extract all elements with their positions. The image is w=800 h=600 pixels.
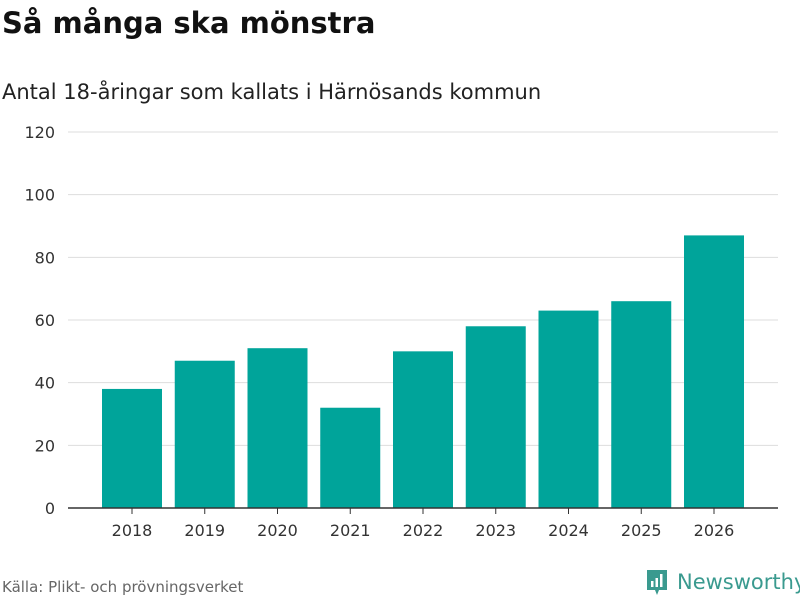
newsworthy-logo: Newsworthy — [645, 568, 800, 596]
x-tick-label: 2019 — [184, 521, 225, 540]
bar-2018 — [102, 388, 162, 508]
y-tick-label: 0 — [45, 499, 55, 518]
bar-2025 — [611, 301, 672, 508]
x-tick-label: 2020 — [257, 521, 298, 540]
newsworthy-logo-icon — [647, 570, 667, 595]
y-tick-label: 40 — [35, 374, 55, 393]
bar-2024 — [538, 310, 599, 508]
bar-2020 — [247, 348, 308, 508]
x-tick-label: 2022 — [403, 521, 444, 540]
chart-title: Så många ska mönstra — [2, 6, 376, 40]
source-note: Källa: Plikt- och prövningsverket — [2, 578, 244, 596]
x-tick-label: 2026 — [694, 521, 735, 540]
x-tick-label: 2021 — [330, 521, 371, 540]
y-tick-label: 120 — [24, 123, 55, 142]
bar-2026 — [684, 235, 744, 508]
y-tick-label: 60 — [35, 311, 55, 330]
bar-2019 — [174, 360, 235, 508]
x-tick-label: 2025 — [621, 521, 662, 540]
y-tick-label: 20 — [35, 436, 55, 455]
bar-2021 — [320, 407, 381, 508]
x-tick-label: 2024 — [548, 521, 589, 540]
chart-subtitle: Antal 18-åringar som kallats i Härnösand… — [2, 80, 542, 104]
y-tick-label: 100 — [24, 186, 55, 205]
x-tick-label: 2023 — [475, 521, 516, 540]
x-tick-label: 2018 — [112, 521, 153, 540]
bar-2022 — [393, 351, 453, 508]
logo-text: Newsworthy — [677, 570, 800, 594]
y-tick-label: 80 — [35, 248, 55, 267]
bar-2023 — [465, 326, 526, 508]
